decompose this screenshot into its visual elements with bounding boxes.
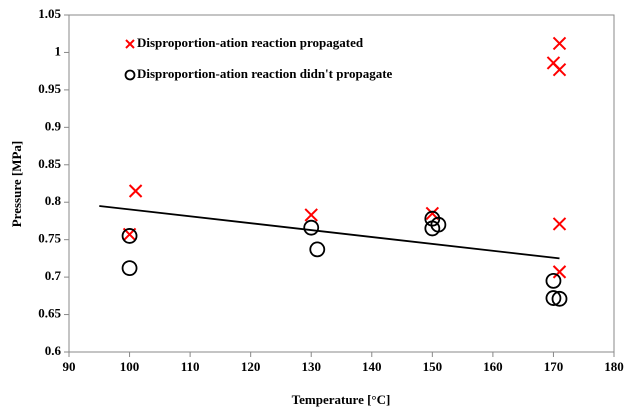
point bbox=[545, 272, 562, 289]
y-tick-label: 0.8 bbox=[45, 193, 62, 208]
point bbox=[551, 290, 568, 307]
point bbox=[430, 216, 447, 233]
point bbox=[304, 208, 318, 222]
x-tick-label: 90 bbox=[63, 359, 76, 374]
point bbox=[552, 265, 567, 279]
legend-marker bbox=[125, 39, 135, 49]
x-tick-label: 140 bbox=[362, 359, 382, 374]
point bbox=[309, 241, 326, 258]
x-tick-label: 170 bbox=[544, 359, 564, 374]
y-tick-label: 1 bbox=[55, 43, 62, 58]
point bbox=[552, 62, 567, 77]
legend-marker bbox=[124, 69, 136, 81]
point bbox=[545, 290, 562, 306]
point bbox=[552, 217, 567, 231]
y-tick-label: 1.05 bbox=[38, 6, 61, 21]
point bbox=[128, 184, 143, 198]
plot-area bbox=[68, 14, 615, 353]
x-tick-label: 130 bbox=[301, 359, 321, 374]
y-axis-title: Pressure [MPa] bbox=[9, 141, 24, 228]
y-tick-label: 0.9 bbox=[45, 118, 62, 133]
y-tick-label: 0.75 bbox=[38, 231, 61, 246]
x-tick-label: 160 bbox=[483, 359, 503, 374]
y-tick-label: 0.65 bbox=[38, 306, 61, 321]
legend-label: Disproportion-ation reaction propagated bbox=[137, 35, 364, 50]
x-tick-label: 150 bbox=[423, 359, 443, 374]
point bbox=[303, 219, 320, 236]
y-tick-label: 0.6 bbox=[45, 343, 62, 358]
y-tick-label: 0.7 bbox=[45, 268, 62, 283]
x-tick-label: 180 bbox=[604, 359, 624, 374]
x-tick-label: 110 bbox=[181, 359, 200, 374]
point bbox=[552, 36, 567, 51]
point bbox=[121, 260, 138, 277]
y-tick-label: 0.85 bbox=[38, 156, 61, 171]
point bbox=[121, 228, 138, 244]
legend-label: Disproportion-ation reaction didn't prop… bbox=[137, 66, 393, 81]
x-axis-title: Temperature [°C] bbox=[292, 392, 391, 407]
trend-line bbox=[99, 205, 560, 260]
y-tick-label: 0.95 bbox=[38, 81, 61, 96]
x-tick-label: 100 bbox=[120, 359, 140, 374]
x-tick-label: 120 bbox=[241, 359, 261, 374]
